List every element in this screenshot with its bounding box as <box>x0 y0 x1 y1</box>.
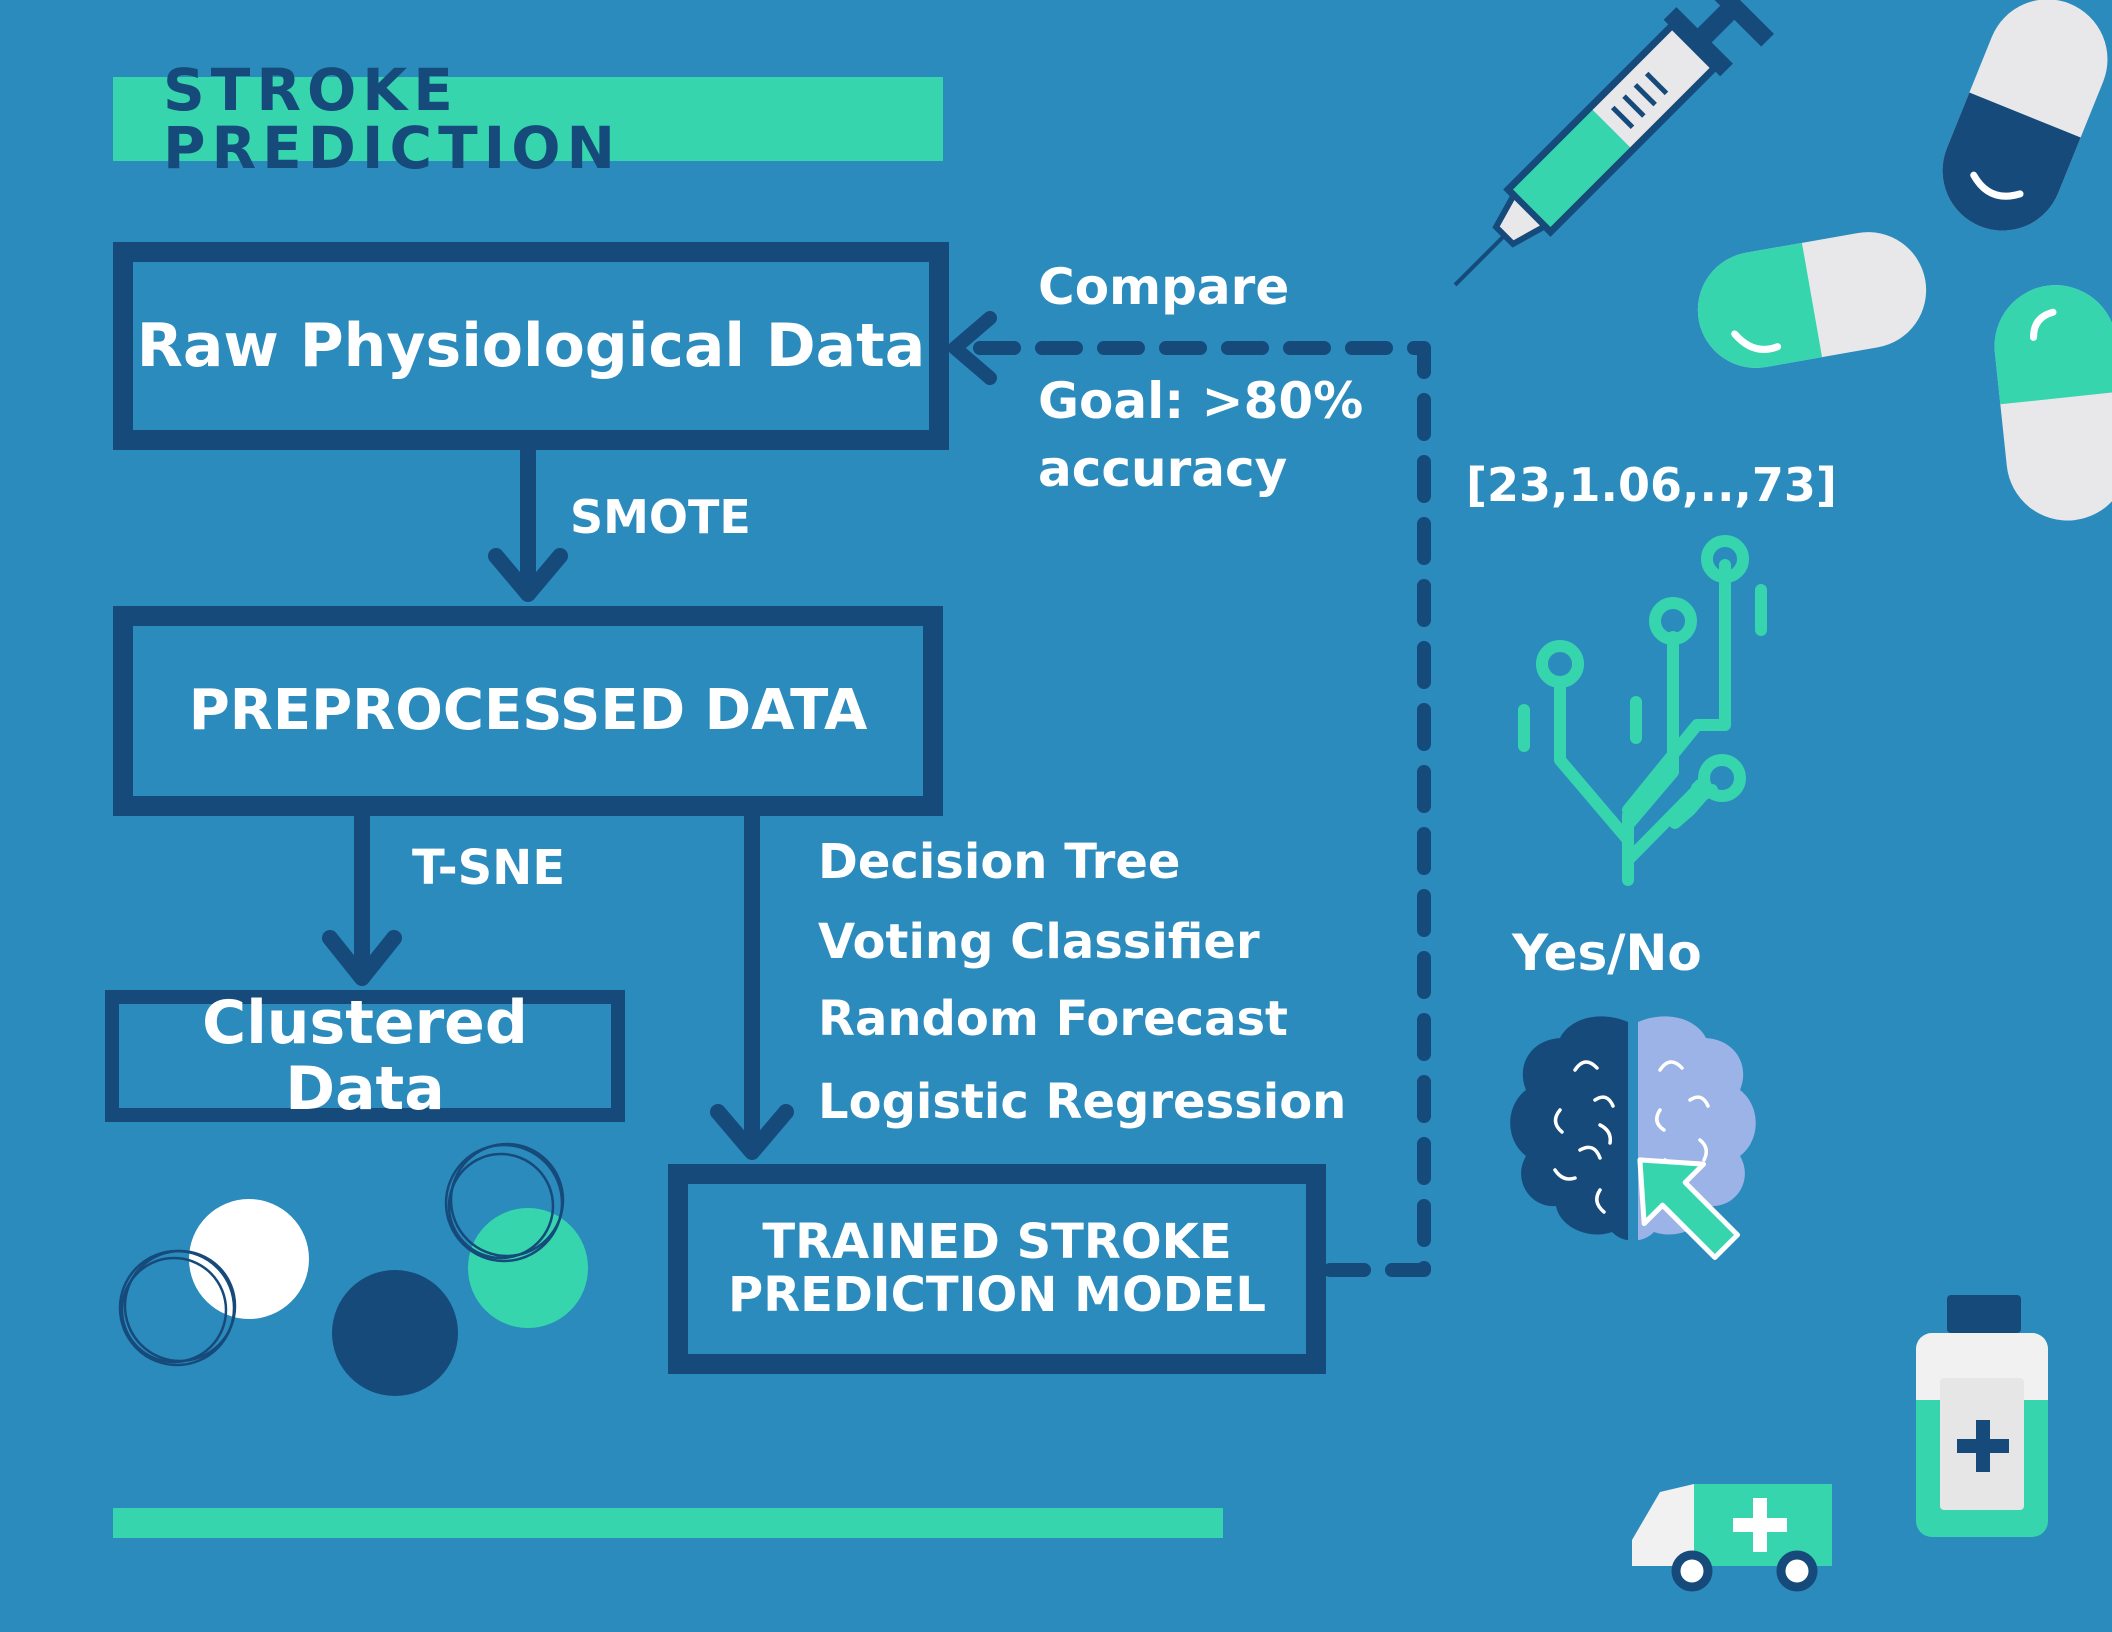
pill-icon <box>1942 0 2108 231</box>
tsne-label: T-SNE <box>412 840 566 896</box>
model-list-item: Decision Tree <box>818 834 1181 890</box>
model-list-item: Logistic Regression <box>818 1074 1347 1130</box>
cursor-icon <box>1637 1157 1740 1260</box>
arrow-tsne <box>322 806 402 986</box>
raw-data-box: Raw Physiological Data <box>113 242 949 450</box>
pill-icon <box>1994 285 2112 521</box>
feedback-loop-dashed <box>948 311 1431 1277</box>
bottom-accent-bar <box>113 1508 1223 1538</box>
output-label: Yes/No <box>1512 924 1702 982</box>
medicine-bottle-icon <box>1916 1295 2048 1537</box>
brain-icon <box>1510 1016 1756 1240</box>
arrow-smote <box>488 444 568 602</box>
cluster-circles-decoration <box>118 1142 588 1396</box>
compare-label: Compare <box>1038 258 1290 316</box>
trained-model-label-line2: PREDICTION MODEL <box>728 1267 1266 1323</box>
preprocessed-data-box: PREPROCESSED DATA <box>113 606 943 816</box>
trained-model-box: TRAINED STROKE PREDICTION MODEL <box>668 1164 1326 1374</box>
syringe-icon <box>1453 0 1774 287</box>
clustered-data-label: Clustered Data <box>202 988 528 1124</box>
page-title: STROKE PREDICTION <box>163 56 622 182</box>
raw-data-label: Raw Physiological Data <box>136 311 926 381</box>
preprocessed-data-label: PREPROCESSED DATA <box>188 678 868 744</box>
input-vector-label: [23,1.06,..,73] <box>1466 458 1837 512</box>
clustered-data-box: Clustered Data <box>105 990 625 1122</box>
smote-label: SMOTE <box>570 490 751 544</box>
ambulance-icon <box>1632 1484 1832 1592</box>
title-banner: STROKE PREDICTION <box>113 61 943 177</box>
pill-icon <box>1697 232 1927 368</box>
goal-label-line2: accuracy <box>1038 440 1288 498</box>
goal-label-line1: Goal: >80% <box>1038 372 1364 430</box>
model-list-item: Voting Classifier <box>818 914 1260 970</box>
model-list-item: Random Forecast <box>818 991 1288 1047</box>
trained-model-label-line1: TRAINED STROKE <box>762 1214 1232 1271</box>
neural-tree-icon <box>1518 535 1767 886</box>
arrow-models <box>710 806 794 1160</box>
